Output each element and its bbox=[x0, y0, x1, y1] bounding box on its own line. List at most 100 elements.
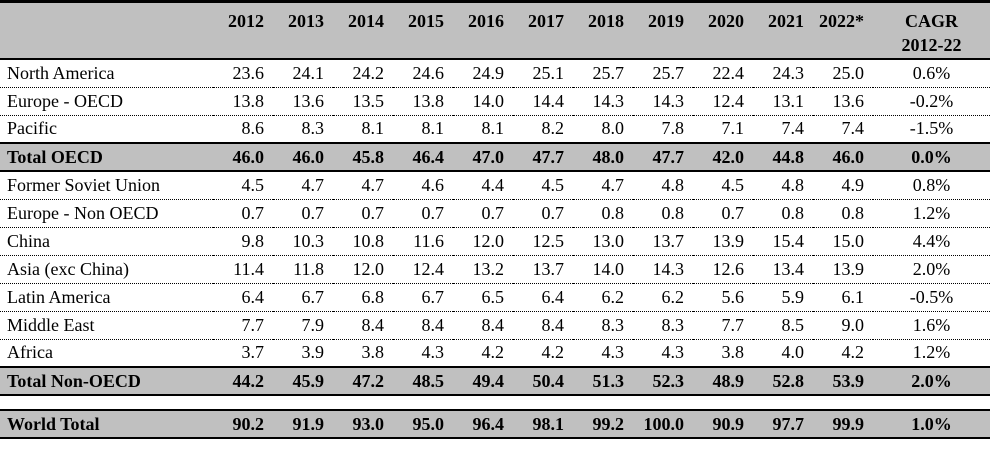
value-cell: 9.8 bbox=[241, 230, 265, 251]
region-label: Total OECD bbox=[7, 146, 103, 167]
value-cell: 99.9 bbox=[832, 413, 865, 434]
value-cell: 44.8 bbox=[772, 146, 805, 167]
value-cell: 8.6 bbox=[241, 118, 265, 139]
region-label: Africa bbox=[7, 342, 53, 363]
value-cell: 8.4 bbox=[421, 314, 445, 335]
value-cell: 13.4 bbox=[772, 258, 805, 279]
value-cell: 49.4 bbox=[472, 370, 505, 391]
value-cell: 53.9 bbox=[832, 370, 865, 391]
value-cell: 6.4 bbox=[541, 286, 565, 307]
region-row: Latin America 6.4 6.7 6.8 6.7 6.5 6.4 6.2 6.2 5.6… bbox=[0, 283, 990, 311]
cagr-value-cell: 0.0% bbox=[911, 146, 952, 167]
region-label: Pacific bbox=[7, 118, 57, 139]
value-cell: 7.4 bbox=[781, 118, 805, 139]
value-cell: 96.4 bbox=[472, 413, 505, 434]
value-cell: 7.9 bbox=[301, 314, 325, 335]
year-header-2016: 2016 bbox=[453, 1, 513, 59]
year-header-2020: 2020 bbox=[693, 1, 753, 59]
total-row: Total Non-OECD 44.2 45.9 47.2 48.5 49.4 50.4 51… bbox=[0, 367, 990, 395]
value-cell: 24.6 bbox=[412, 62, 445, 83]
value-cell: 4.3 bbox=[421, 342, 445, 363]
value-cell: 47.2 bbox=[352, 370, 385, 391]
region-label: Total Non-OECD bbox=[7, 370, 141, 391]
value-cell: 5.6 bbox=[721, 286, 745, 307]
value-cell: 46.4 bbox=[412, 146, 445, 167]
value-cell: 24.9 bbox=[472, 62, 505, 83]
value-cell: 45.8 bbox=[352, 146, 385, 167]
value-cell: 10.3 bbox=[292, 230, 325, 251]
value-cell: 6.7 bbox=[301, 286, 325, 307]
value-cell: 13.1 bbox=[772, 90, 805, 111]
value-cell: 6.4 bbox=[241, 286, 265, 307]
region-row: Europe - OECD 13.8 13.6 13.5 13.8 14.0 14.4 14.… bbox=[0, 87, 990, 115]
value-cell: 0.8 bbox=[601, 202, 625, 223]
spacer-row bbox=[0, 395, 990, 410]
year-header-2022: 2022* bbox=[813, 1, 873, 59]
value-cell: 90.9 bbox=[712, 413, 745, 434]
value-cell: 25.1 bbox=[532, 62, 565, 83]
cagr-header-line1: CAGR bbox=[905, 11, 958, 31]
value-cell: 97.7 bbox=[772, 413, 805, 434]
value-cell: 48.9 bbox=[712, 370, 745, 391]
value-cell: 0.8 bbox=[841, 202, 865, 223]
value-cell: 3.8 bbox=[721, 342, 745, 363]
value-cell: 46.0 bbox=[292, 146, 325, 167]
value-cell: 13.2 bbox=[472, 258, 505, 279]
value-cell: 95.0 bbox=[412, 413, 445, 434]
value-cell: 25.7 bbox=[652, 62, 685, 83]
value-cell: 13.8 bbox=[232, 90, 265, 111]
value-cell: 0.8 bbox=[781, 202, 805, 223]
value-cell: 8.3 bbox=[661, 314, 685, 335]
value-cell: 24.1 bbox=[292, 62, 325, 83]
value-cell: 14.0 bbox=[472, 90, 505, 111]
region-row: Asia (exc China) 11.4 11.8 12.0 12.4 13.2 13.7… bbox=[0, 255, 990, 283]
region-label: Latin America bbox=[7, 286, 111, 307]
cagr-value-cell: 1.2% bbox=[912, 202, 951, 223]
year-header-2015: 2015 bbox=[393, 1, 453, 59]
cagr-value-cell: 2.0% bbox=[912, 258, 951, 279]
value-cell: 42.0 bbox=[712, 146, 745, 167]
value-cell: 0.7 bbox=[241, 202, 265, 223]
value-cell: 7.7 bbox=[721, 314, 745, 335]
value-cell: 7.8 bbox=[661, 118, 685, 139]
value-cell: 4.2 bbox=[541, 342, 565, 363]
value-cell: 47.7 bbox=[652, 146, 685, 167]
value-cell: 8.4 bbox=[481, 314, 505, 335]
value-cell: 14.3 bbox=[652, 90, 685, 111]
value-cell: 12.4 bbox=[412, 258, 445, 279]
value-cell: 47.7 bbox=[532, 146, 565, 167]
value-cell: 13.9 bbox=[712, 230, 745, 251]
region-label: World Total bbox=[7, 413, 100, 434]
table-header-row: 2012 2013 2014 2015 2016 2017 2018 2019 2020 2021… bbox=[0, 1, 990, 59]
value-cell: 46.0 bbox=[232, 146, 265, 167]
value-cell: 13.5 bbox=[352, 90, 385, 111]
value-cell: 13.8 bbox=[412, 90, 445, 111]
value-cell: 4.0 bbox=[781, 342, 805, 363]
value-cell: 0.8 bbox=[661, 202, 685, 223]
cagr-value-cell: 1.2% bbox=[912, 342, 951, 363]
value-cell: 4.7 bbox=[301, 174, 325, 195]
table-body: North America 23.6 24.1 24.2 24.6 24.9 25.1 25.… bbox=[0, 59, 990, 438]
value-cell: 0.7 bbox=[541, 202, 565, 223]
value-cell: 8.2 bbox=[541, 118, 565, 139]
region-row: Middle East 7.7 7.9 8.4 8.4 8.4 8.4 8.3 8.3 7.7 8.… bbox=[0, 311, 990, 339]
value-cell: 23.6 bbox=[232, 62, 265, 83]
value-cell: 46.0 bbox=[832, 146, 865, 167]
value-cell: 12.0 bbox=[472, 230, 505, 251]
value-cell: 4.2 bbox=[841, 342, 865, 363]
value-cell: 5.9 bbox=[781, 286, 805, 307]
total-row: World Total 90.2 91.9 93.0 95.0 96.4 98.1 99.2 1… bbox=[0, 410, 990, 438]
value-cell: 24.2 bbox=[352, 62, 385, 83]
value-cell: 48.5 bbox=[412, 370, 445, 391]
value-cell: 3.8 bbox=[361, 342, 385, 363]
value-cell: 22.4 bbox=[712, 62, 745, 83]
cagr-value-cell: 4.4% bbox=[912, 230, 951, 251]
cagr-header-line2: 2012-22 bbox=[901, 35, 962, 55]
cagr-value-cell: -1.5% bbox=[909, 118, 954, 139]
cagr-value-cell: 0.6% bbox=[912, 62, 951, 83]
value-cell: 93.0 bbox=[352, 413, 385, 434]
value-cell: 0.7 bbox=[721, 202, 745, 223]
value-cell: 6.2 bbox=[661, 286, 685, 307]
value-cell: 14.4 bbox=[532, 90, 565, 111]
value-cell: 8.4 bbox=[361, 314, 385, 335]
